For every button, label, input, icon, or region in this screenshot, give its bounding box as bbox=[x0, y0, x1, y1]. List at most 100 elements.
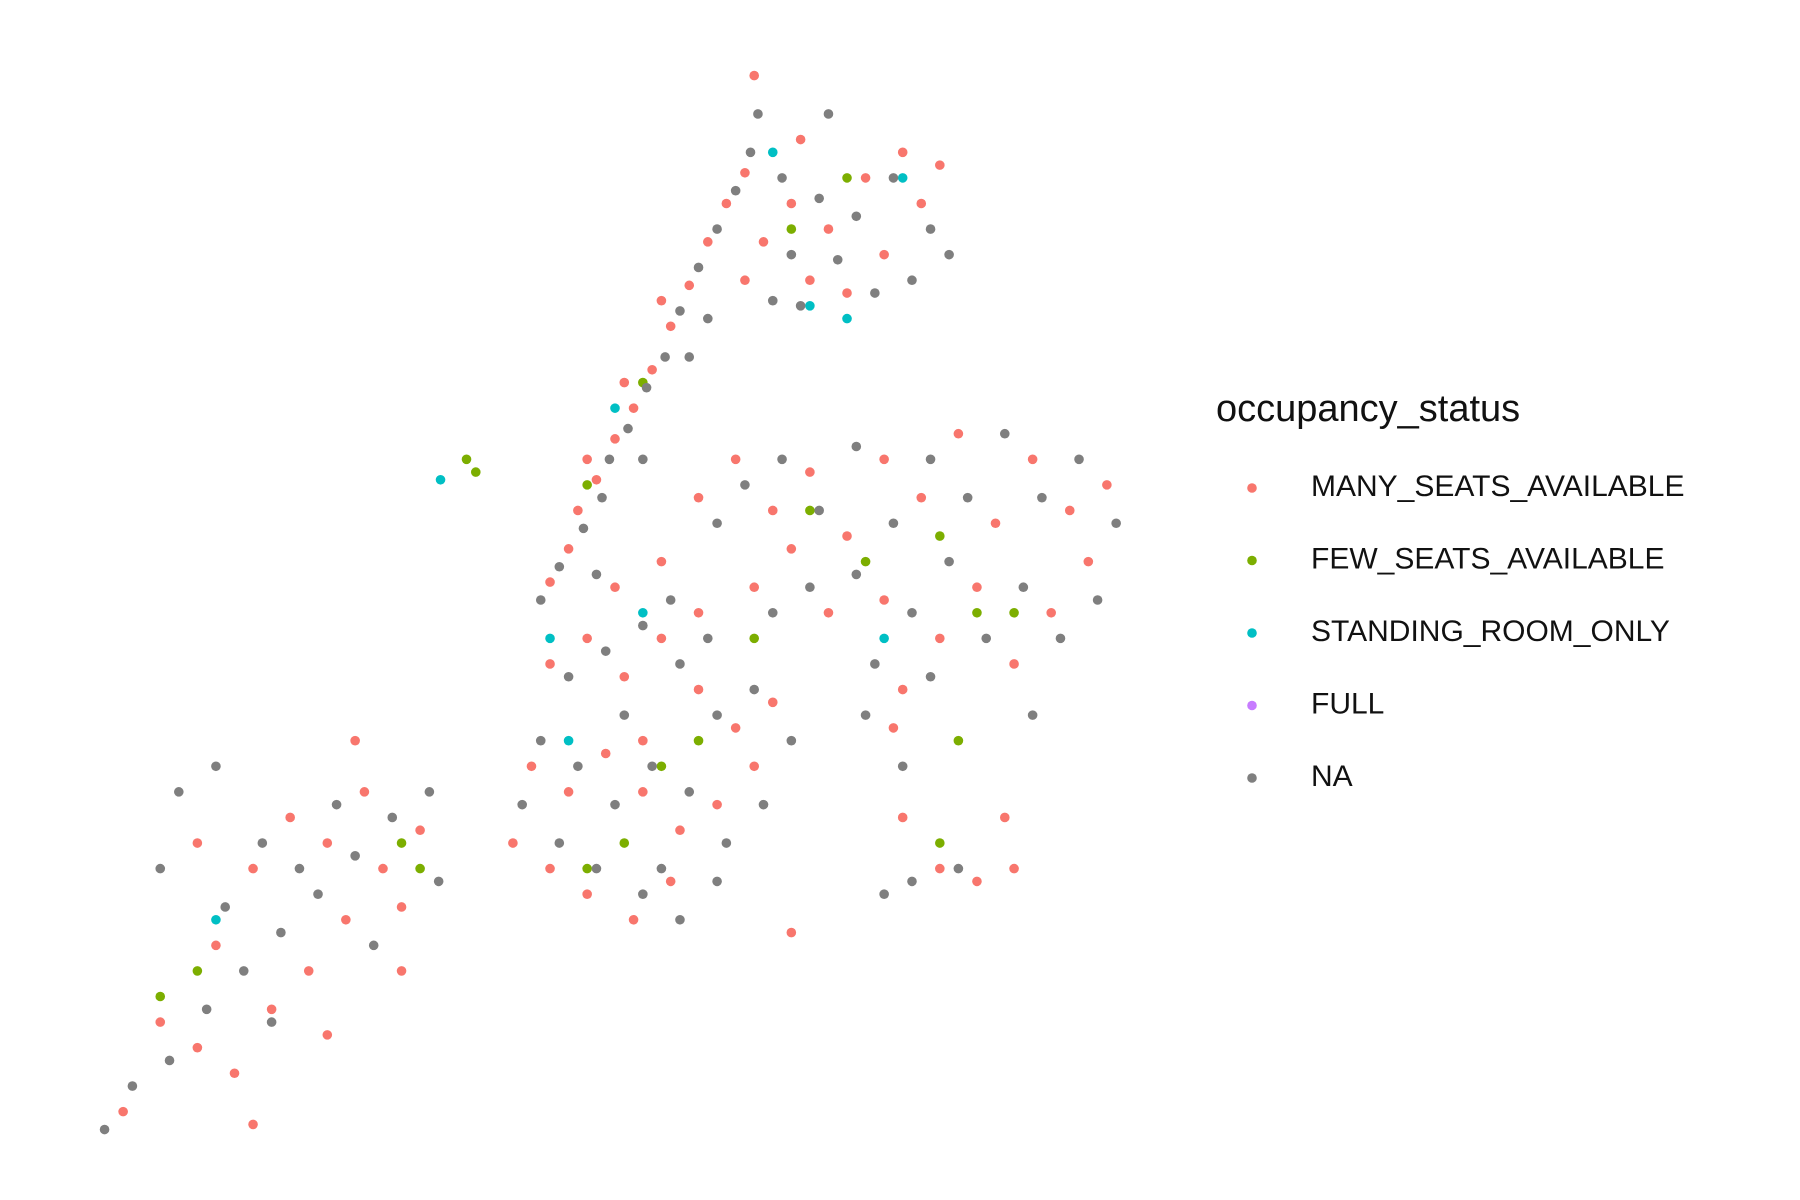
legend: MANY_SEATS_AVAILABLE FEW_SEATS_AVAILABLE S… bbox=[1247, 470, 1685, 793]
point bbox=[981, 633, 992, 644]
point bbox=[749, 684, 760, 695]
point bbox=[545, 863, 555, 874]
point bbox=[897, 812, 908, 823]
point bbox=[665, 595, 676, 605]
point bbox=[684, 280, 695, 291]
point bbox=[211, 761, 221, 772]
point bbox=[638, 454, 648, 465]
point bbox=[517, 799, 527, 810]
point bbox=[786, 198, 797, 209]
point bbox=[814, 505, 824, 516]
point bbox=[573, 761, 583, 772]
point bbox=[600, 748, 611, 759]
point bbox=[545, 633, 555, 644]
point bbox=[350, 735, 360, 746]
point bbox=[749, 70, 760, 81]
point bbox=[619, 671, 630, 682]
point bbox=[823, 224, 834, 234]
point bbox=[999, 812, 1010, 823]
point bbox=[805, 505, 815, 516]
point bbox=[823, 109, 834, 119]
point bbox=[582, 863, 592, 874]
point bbox=[1027, 710, 1038, 720]
point bbox=[248, 1119, 258, 1130]
point bbox=[597, 492, 607, 503]
point bbox=[1027, 454, 1038, 465]
point bbox=[535, 595, 546, 605]
point bbox=[628, 403, 639, 413]
point bbox=[201, 1004, 212, 1015]
point bbox=[675, 825, 685, 836]
point bbox=[753, 109, 763, 119]
legend-swatch bbox=[1247, 483, 1257, 493]
point bbox=[638, 787, 648, 797]
point bbox=[435, 474, 446, 485]
point bbox=[684, 787, 695, 797]
point bbox=[1092, 595, 1103, 605]
point bbox=[721, 838, 732, 848]
point bbox=[619, 710, 630, 720]
point bbox=[461, 454, 472, 465]
point bbox=[1037, 492, 1047, 503]
point bbox=[870, 659, 880, 669]
point bbox=[424, 787, 435, 797]
point bbox=[545, 659, 555, 669]
point bbox=[675, 914, 685, 925]
point bbox=[638, 607, 648, 618]
point bbox=[623, 423, 633, 434]
points bbox=[99, 70, 1121, 1135]
point bbox=[721, 198, 732, 209]
point bbox=[786, 224, 797, 234]
point bbox=[1018, 582, 1029, 593]
point bbox=[972, 607, 982, 618]
point bbox=[610, 799, 620, 810]
point bbox=[712, 876, 722, 887]
point bbox=[712, 710, 722, 720]
point bbox=[749, 761, 760, 772]
point bbox=[916, 492, 927, 503]
point bbox=[656, 633, 667, 644]
point bbox=[879, 249, 889, 260]
point bbox=[1083, 556, 1094, 567]
point bbox=[879, 595, 889, 605]
point bbox=[387, 812, 398, 823]
point bbox=[285, 812, 295, 823]
point bbox=[1009, 863, 1019, 874]
point bbox=[554, 561, 565, 572]
point bbox=[1064, 505, 1075, 516]
point bbox=[745, 147, 756, 158]
point bbox=[935, 838, 945, 848]
point bbox=[415, 863, 425, 874]
point bbox=[368, 940, 379, 951]
point bbox=[638, 889, 648, 899]
point bbox=[805, 275, 815, 286]
point bbox=[192, 838, 203, 848]
point bbox=[703, 237, 713, 247]
point bbox=[350, 851, 360, 861]
point bbox=[396, 902, 407, 912]
legend-swatch bbox=[1247, 628, 1257, 638]
point bbox=[526, 761, 537, 772]
point bbox=[730, 454, 741, 465]
point bbox=[851, 441, 862, 452]
legend-label: NA bbox=[1311, 760, 1353, 793]
point bbox=[582, 480, 592, 490]
point bbox=[660, 352, 670, 362]
point bbox=[359, 787, 370, 797]
legend-label: MANY_SEATS_AVAILABLE bbox=[1311, 470, 1685, 503]
point bbox=[851, 211, 862, 222]
point bbox=[322, 838, 333, 848]
point bbox=[916, 198, 927, 209]
point bbox=[767, 607, 778, 618]
point bbox=[879, 454, 889, 465]
point bbox=[832, 254, 843, 265]
legend-swatch bbox=[1247, 700, 1257, 711]
point bbox=[638, 620, 648, 631]
point bbox=[935, 531, 945, 541]
point bbox=[610, 403, 620, 413]
point bbox=[693, 262, 704, 273]
point bbox=[925, 454, 936, 465]
point bbox=[795, 301, 806, 311]
point bbox=[248, 863, 258, 874]
point bbox=[1046, 607, 1056, 618]
